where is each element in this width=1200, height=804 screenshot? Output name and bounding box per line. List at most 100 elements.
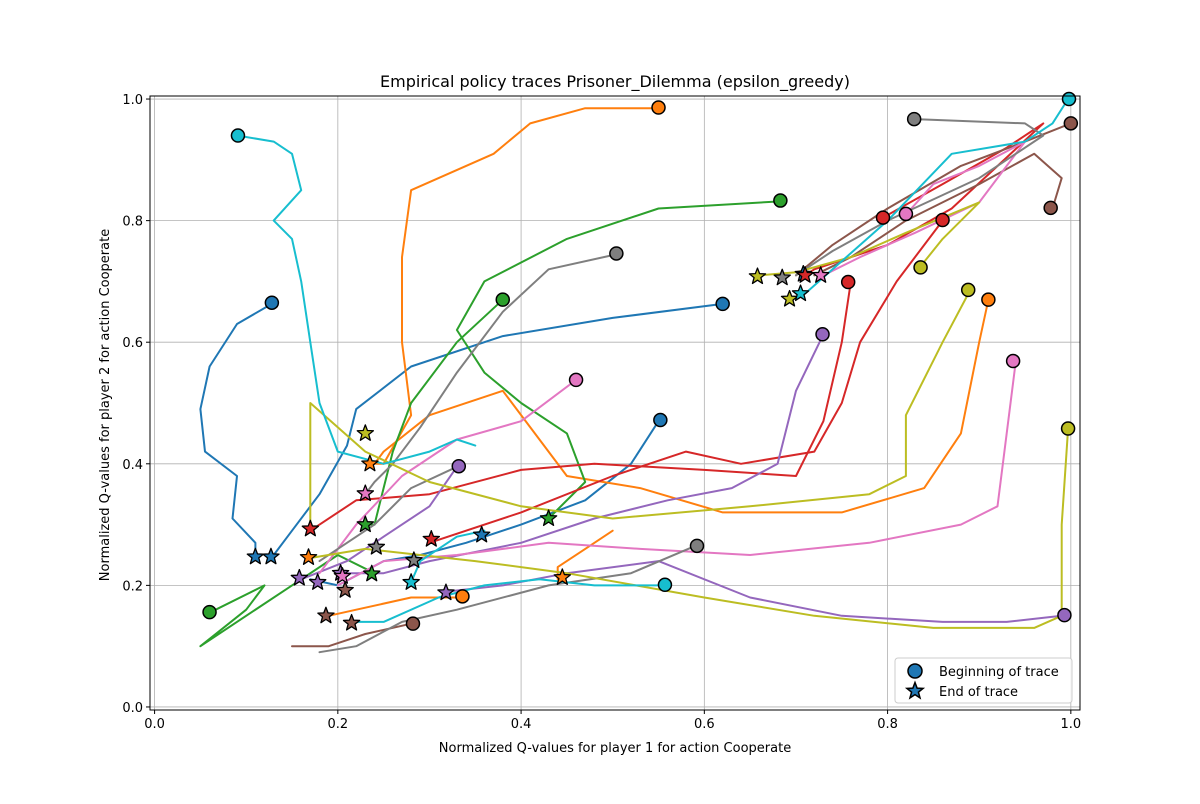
trace-line (300, 465, 458, 581)
trace-line (373, 298, 990, 514)
trace-line (309, 427, 1070, 629)
x-tick-label: 0.4 (511, 717, 532, 732)
trace-end-marker (748, 267, 767, 285)
trace-end-marker (472, 525, 491, 543)
trace-line (272, 302, 724, 556)
x-tick-label: 1.0 (1060, 717, 1081, 732)
trace-start-marker (815, 327, 830, 342)
trace-start-marker (689, 538, 705, 554)
trace-end-marker (290, 568, 309, 586)
x-axis-label: Normalized Q-values for player 1 for act… (439, 741, 791, 756)
trace-end-marker (791, 284, 810, 302)
trace-end-marker (553, 568, 572, 585)
trace-start-marker (451, 458, 467, 474)
axes-frame (149, 95, 1081, 711)
trace-start-marker (657, 577, 673, 593)
trace-line (309, 289, 971, 532)
trace-end-marker (299, 548, 318, 565)
trace-end-marker (367, 537, 386, 555)
trace-lines (199, 98, 1072, 654)
trace-start-marker (1043, 200, 1058, 216)
trace-start-marker (773, 193, 788, 208)
x-tick-label: 0.0 (144, 717, 165, 732)
y-tick-label: 0.4 (122, 458, 143, 473)
legend: Beginning of trace End of trace (894, 657, 1073, 704)
trace-line (795, 122, 1072, 277)
trace-start-marker (264, 295, 280, 310)
trace-start-marker (981, 292, 996, 307)
trace-line (336, 333, 825, 575)
trace-end-marker (262, 547, 280, 565)
trace-line (795, 118, 1045, 277)
trace-start-marker (906, 111, 922, 127)
trace-end-marker (402, 573, 420, 590)
y-tick-label: 0.2 (122, 579, 143, 594)
trace-line (410, 529, 486, 584)
trace-line (822, 140, 1026, 277)
trace-start-marker (960, 282, 976, 298)
trace-start-marker (495, 292, 511, 307)
y-axis-label: Normalized Q-values for player 2 for act… (98, 229, 113, 581)
trace-end-marker (796, 266, 814, 283)
trace-end-marker (356, 515, 375, 533)
trace-end-marker (405, 551, 423, 568)
trace-end-marker (356, 424, 375, 441)
trace-start-marker (1057, 607, 1072, 623)
legend-label-end: End of trace (939, 685, 1018, 700)
legend-box (894, 657, 1073, 704)
trace-line (199, 301, 275, 559)
trace-end-marker (317, 606, 335, 624)
trace-start-marker (898, 206, 914, 222)
trace-start-marker (230, 128, 246, 143)
trace-end-marker (422, 530, 441, 547)
trace-line (199, 554, 376, 648)
trace-start-marker (935, 212, 950, 228)
trace-start-marker (913, 260, 928, 275)
trace-line (428, 219, 944, 544)
trace-start-marker (653, 412, 668, 428)
trace-end-marker (363, 564, 381, 582)
trace-line (455, 200, 784, 520)
trace-end-marker (336, 581, 354, 598)
x-tick-label: 0.6 (694, 717, 715, 732)
trace-start-marker (840, 274, 856, 290)
x-tick-label: 0.2 (327, 717, 348, 732)
trace-end-marker (333, 567, 352, 584)
trace-end-marker (437, 583, 455, 601)
trace-line (318, 378, 578, 575)
chart-title: Empirical policy traces Prisoner_Dilemma… (380, 72, 850, 92)
trace-start-marker (715, 296, 730, 312)
trace-start-marker (405, 616, 421, 631)
trace-start-marker (651, 100, 666, 115)
y-tick-label: 0.6 (122, 336, 143, 351)
trace-start-marker (1005, 353, 1021, 369)
trace-start-marker (1061, 91, 1077, 107)
trace-start-markers (202, 91, 1079, 631)
trace-start-marker (202, 604, 217, 620)
trace-end-marker (773, 268, 791, 286)
trace-start-marker (1063, 116, 1079, 131)
trace-end-marker (246, 547, 265, 565)
trace-line (318, 544, 697, 654)
trace-end-marker (811, 266, 830, 283)
y-axis-ticks: 0.0 0.2 0.4 0.6 0.8 1.0 (122, 93, 150, 716)
trace-start-marker (568, 372, 584, 388)
trace-end-marker (780, 289, 799, 307)
legend-label-beginning: Beginning of trace (939, 665, 1059, 680)
trace-start-marker (875, 210, 891, 225)
trace-line (236, 134, 477, 465)
trace-end-marker (301, 519, 320, 537)
trace-line (556, 529, 614, 581)
trace-end-marker (308, 573, 327, 590)
plot-area (199, 91, 1079, 654)
y-tick-label: 0.0 (122, 701, 143, 716)
trace-start-marker (455, 589, 470, 604)
trace-line (346, 578, 665, 623)
trace-end-markers (246, 264, 830, 631)
trace-start-marker (1060, 421, 1076, 436)
x-axis-ticks: 0.0 0.2 0.4 0.6 0.8 1.0 (144, 710, 1081, 732)
trace-end-marker (539, 509, 558, 527)
trace-line (804, 98, 1070, 295)
trace-line (364, 253, 619, 496)
